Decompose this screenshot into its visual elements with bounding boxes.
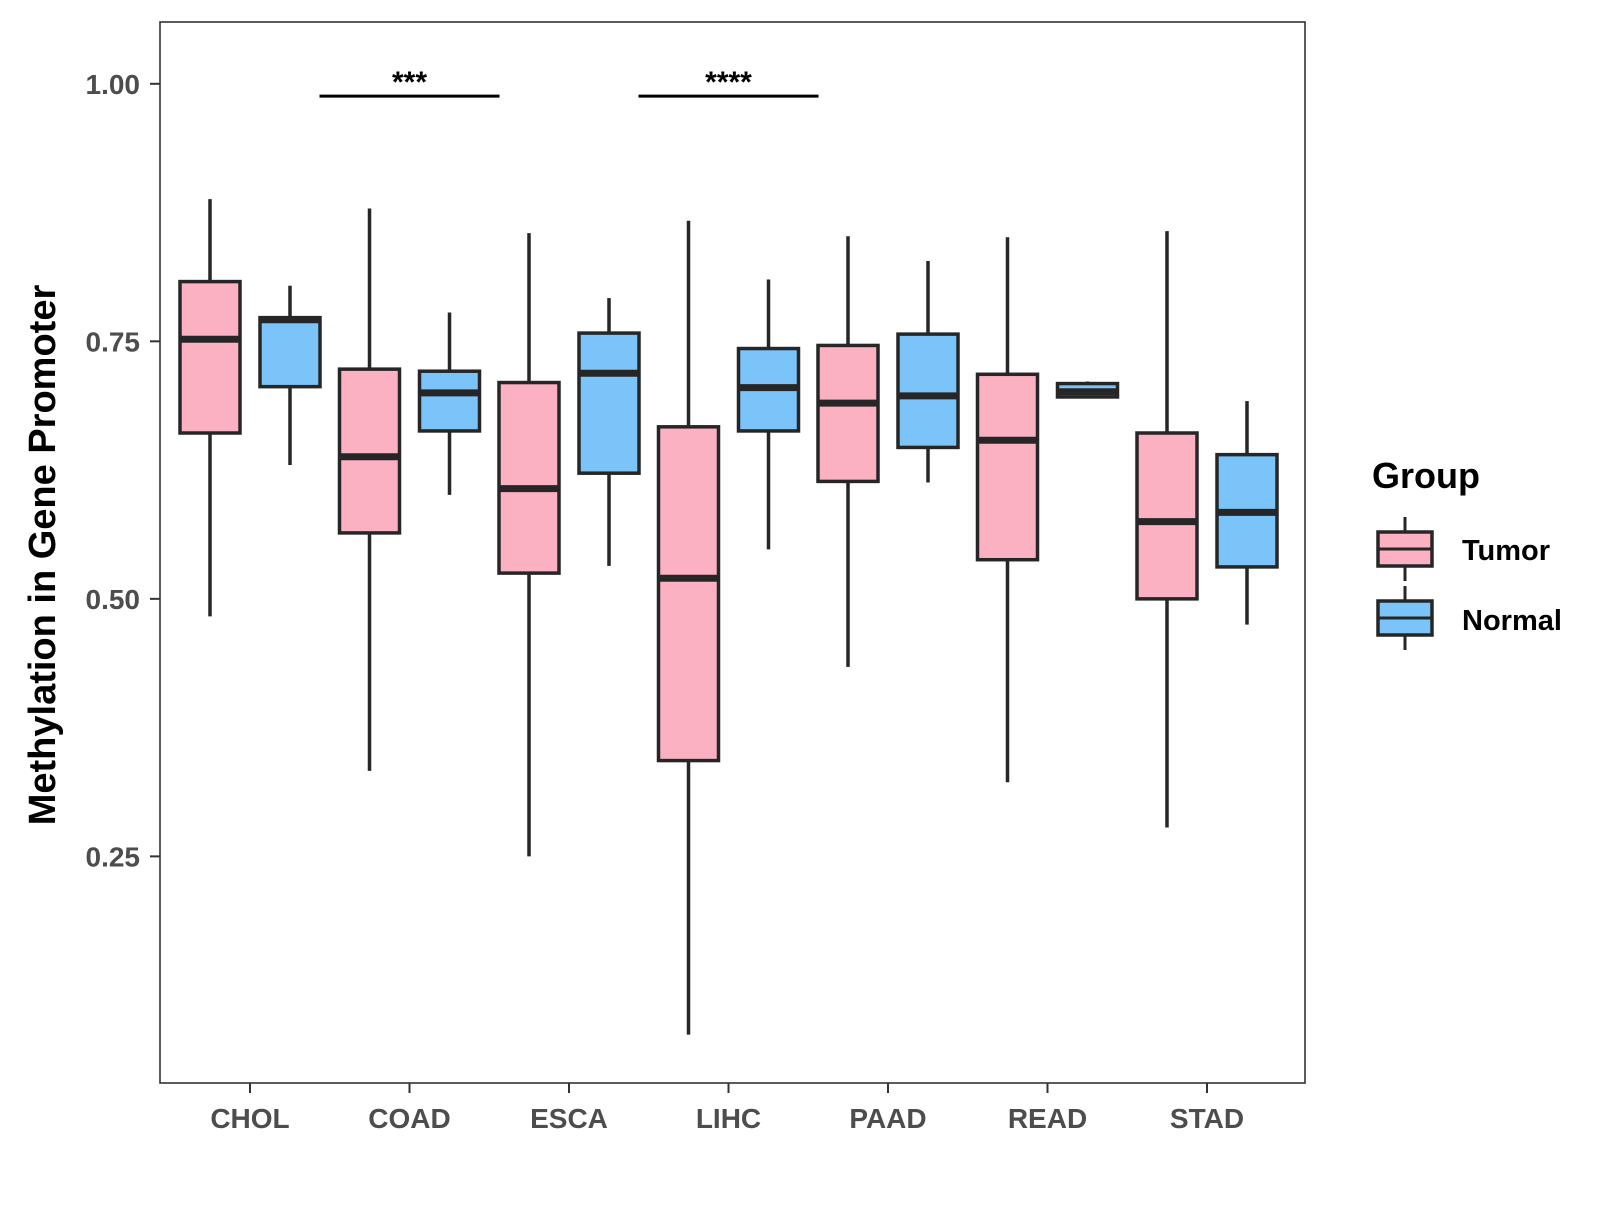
plot-area: *** **** [178, 66, 1279, 1035]
significance-label: *** [392, 66, 427, 99]
significance-coad: *** [319, 66, 500, 99]
y-tick-label: 0.25 [86, 841, 141, 872]
box-normal-lihc [736, 279, 801, 550]
panel-border [159, 21, 1306, 1084]
legend-key-normal [1376, 586, 1434, 650]
box-normal-chol [258, 285, 322, 465]
x-tick-label: PAAD [849, 1103, 926, 1134]
y-tick-label: 0.75 [86, 326, 141, 357]
legend-label-normal: Normal [1462, 605, 1562, 637]
box-normal-esca [577, 298, 641, 566]
legend-title: Group [1372, 455, 1480, 496]
iqr-box [975, 372, 1040, 562]
y-tick-label: 0.50 [86, 584, 141, 615]
x-tick-label: ESCA [530, 1103, 608, 1134]
y-tick-label: 1.00 [86, 69, 141, 100]
x-tick-label: LIHC [696, 1103, 761, 1134]
legend: Group Tumor Normal [1372, 455, 1562, 650]
box-tumor-coad [337, 208, 402, 771]
box-tumor-stad [1135, 231, 1199, 828]
significance-label: **** [705, 66, 752, 99]
iqr-box [1135, 431, 1199, 601]
box-tumor-lihc [656, 220, 721, 1035]
legend-label-tumor: Tumor [1462, 535, 1550, 567]
significance-lihc: **** [638, 66, 819, 99]
box-tumor-paad [816, 236, 880, 667]
iqr-box [656, 425, 721, 763]
iqr-box [577, 331, 641, 475]
iqr-box [337, 367, 402, 535]
x-axis: CHOL COAD ESCA LIHC PAAD READ STAD [210, 1083, 1244, 1134]
y-axis: 0.25 0.50 0.75 1.00 [86, 69, 160, 872]
box-normal-read [1055, 381, 1120, 399]
x-tick-label: STAD [1170, 1103, 1244, 1134]
legend-key-tumor [1376, 517, 1434, 581]
x-tick-label: COAD [368, 1103, 450, 1134]
box-tumor-chol [178, 199, 242, 617]
iqr-box [497, 380, 561, 575]
iqr-box [816, 343, 880, 484]
box-normal-coad [417, 312, 482, 495]
iqr-box [417, 369, 482, 433]
iqr-box [258, 315, 322, 389]
iqr-box [896, 332, 960, 450]
x-tick-label: READ [1008, 1103, 1087, 1134]
legend-keys [1376, 517, 1434, 650]
y-axis-title: Methylation in Gene Promoter [22, 285, 64, 826]
box-normal-paad [896, 260, 960, 483]
box-tumor-read [975, 237, 1040, 783]
x-tick-label: CHOL [210, 1103, 289, 1134]
box-tumor-esca [497, 233, 561, 857]
iqr-box [178, 279, 242, 435]
box-normal-stad [1215, 401, 1279, 625]
